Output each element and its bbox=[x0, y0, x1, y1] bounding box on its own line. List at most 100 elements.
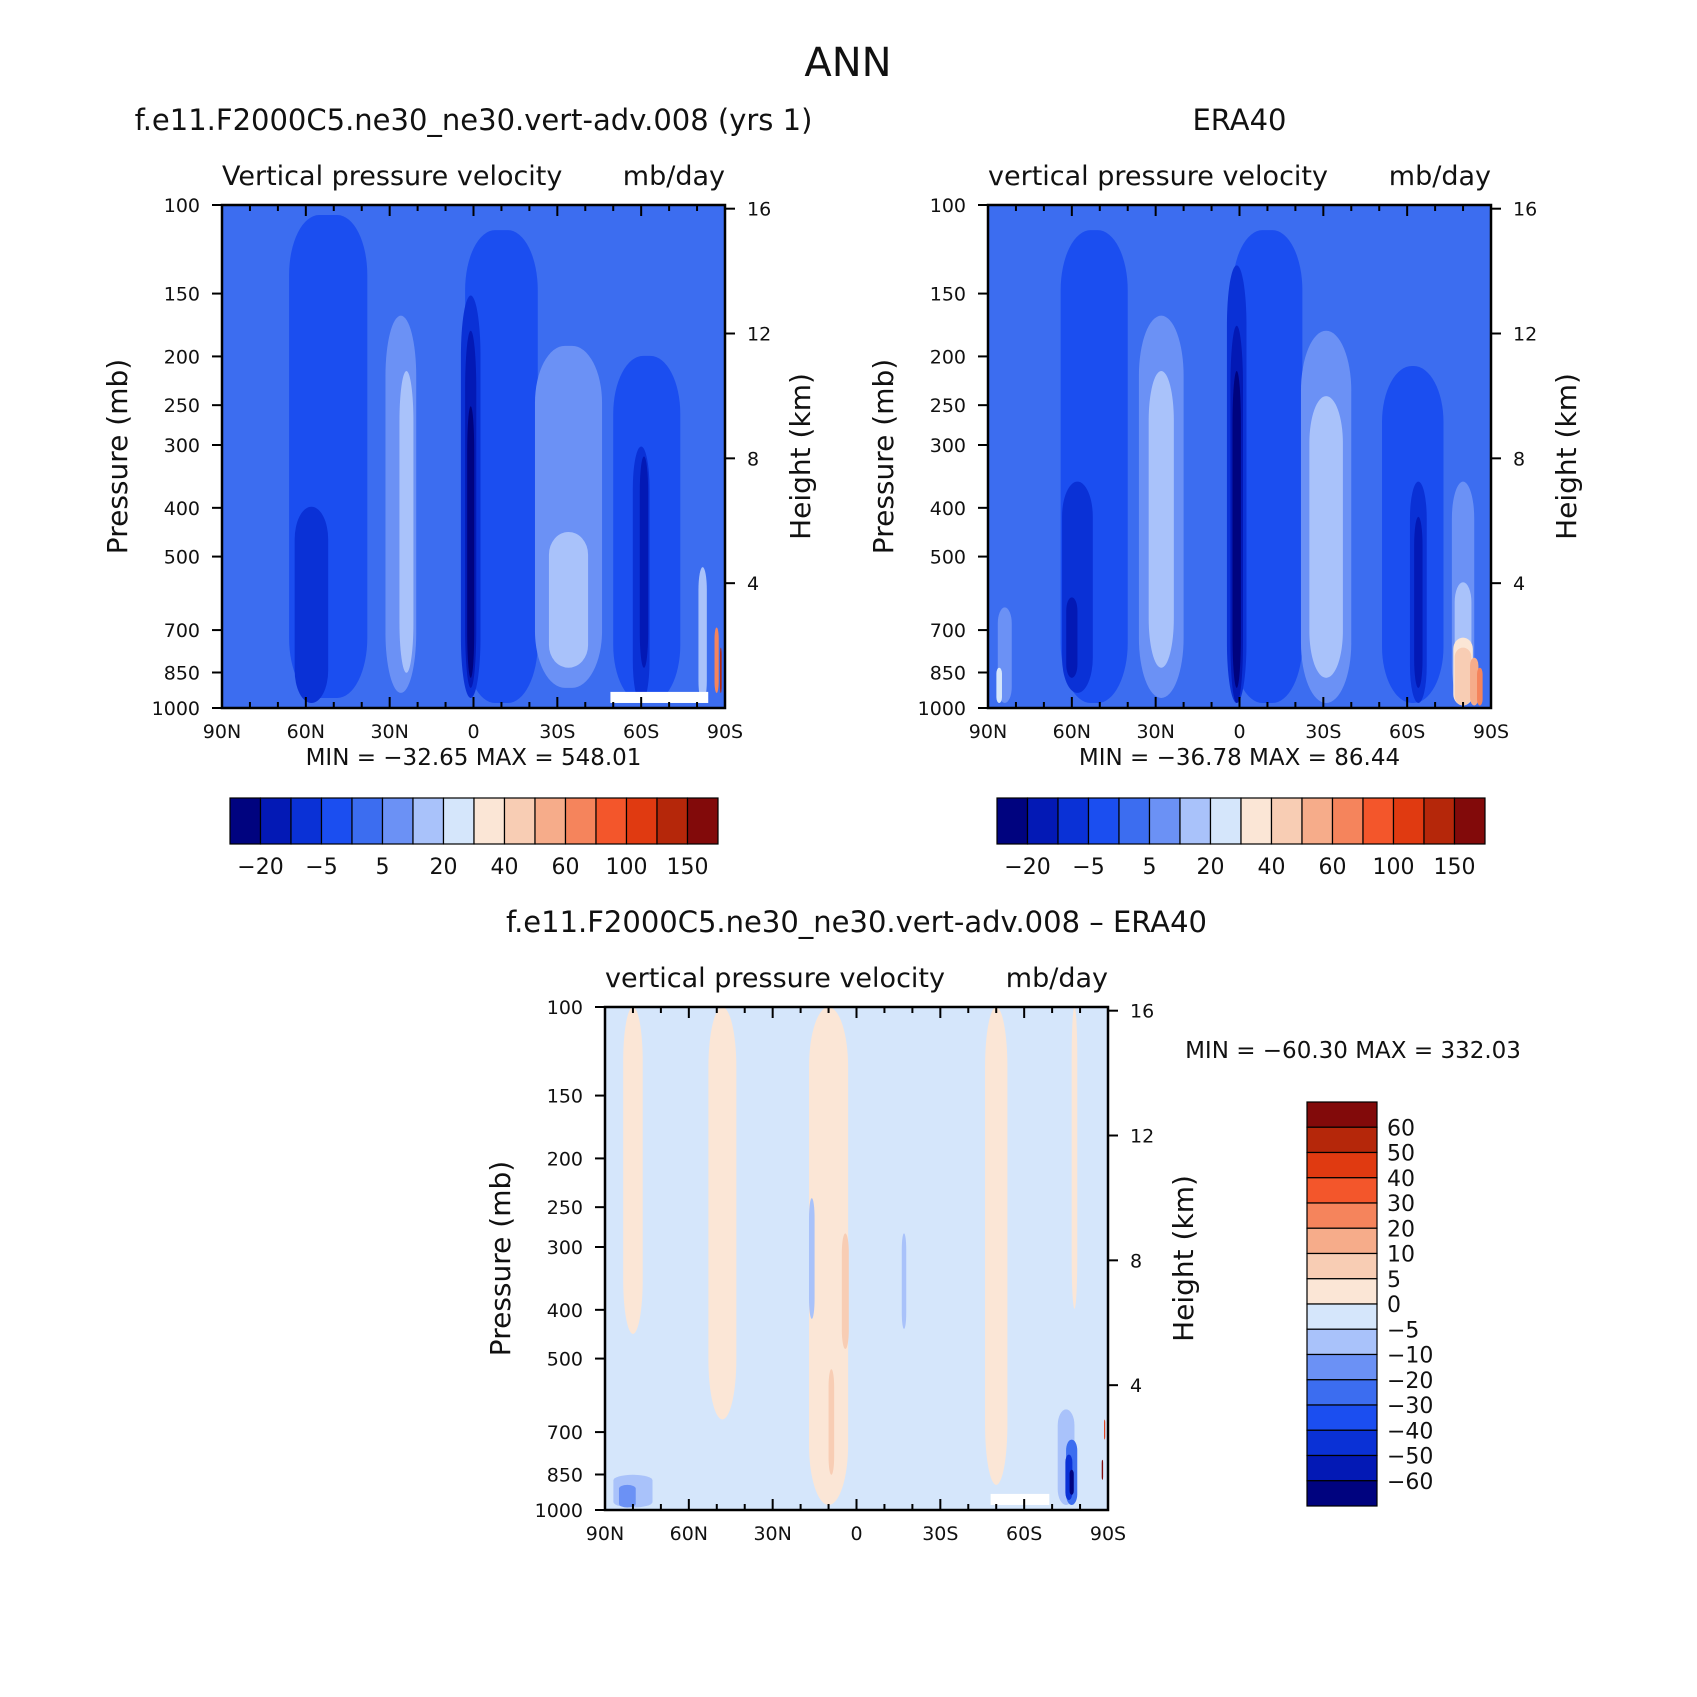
colorbar-label: −40 bbox=[1387, 1419, 1433, 1444]
panel-subtitle-left: Vertical pressure velocity bbox=[222, 161, 562, 192]
contour-band-2 bbox=[708, 1007, 737, 1420]
contour-band-12 bbox=[1232, 370, 1241, 688]
contour-band-15 bbox=[714, 627, 719, 693]
colorbar-swatch bbox=[1423, 797, 1456, 845]
colorbar-label: 60 bbox=[1319, 855, 1347, 880]
colorbar-swatch bbox=[1306, 1126, 1378, 1154]
y-right-tick-label: 12 bbox=[1130, 1126, 1154, 1148]
y-axis-label: Pressure (mb) bbox=[484, 1161, 517, 1356]
colorbar-swatch bbox=[1306, 1151, 1378, 1179]
colorbar-label: 60 bbox=[552, 855, 580, 880]
y-tick-label: 200 bbox=[164, 346, 200, 368]
contour-band-17 bbox=[1104, 1419, 1106, 1440]
y-tick-label: 700 bbox=[164, 620, 200, 642]
x-tick-label: 60S bbox=[1389, 721, 1425, 743]
contour-fills bbox=[222, 205, 725, 708]
colorbar-swatch bbox=[1306, 1480, 1378, 1507]
colorbar-swatch bbox=[1306, 1328, 1378, 1356]
y-right-axis-label: Height (km) bbox=[1550, 373, 1583, 540]
panel-subtitle-right: mb/day bbox=[623, 161, 725, 192]
y-tick-label: 100 bbox=[547, 997, 583, 1019]
colorbar: −20 −5 5 20 40 60 100 150 bbox=[996, 797, 1486, 880]
colorbar-swatch bbox=[1306, 1177, 1378, 1204]
contour-fills bbox=[605, 1007, 1108, 1510]
y-tick-label: 400 bbox=[164, 498, 200, 520]
y-right-tick-label: 12 bbox=[747, 324, 771, 346]
colorbar-swatch bbox=[656, 797, 689, 845]
colorbar-swatch bbox=[1306, 1278, 1378, 1305]
colorbar-label: −20 bbox=[1004, 855, 1050, 880]
contour-band-20 bbox=[1454, 647, 1472, 706]
colorbar-swatch bbox=[259, 797, 292, 845]
y-right-tick-label: 16 bbox=[1130, 1001, 1154, 1023]
colorbar: −20 −5 5 20 40 60 100 150 bbox=[229, 797, 719, 880]
colorbar-swatch bbox=[625, 797, 658, 845]
contour-band-1 bbox=[623, 1007, 643, 1334]
colorbar-swatch bbox=[1306, 1227, 1378, 1255]
colorbar-swatch bbox=[1057, 797, 1090, 845]
colorbar-swatch bbox=[1306, 1454, 1378, 1482]
y-axis-label: Pressure (mb) bbox=[867, 359, 900, 554]
contour-band-4 bbox=[985, 1007, 1008, 1485]
panel-subtitle-right: mb/day bbox=[1006, 963, 1108, 994]
colorbar-swatch bbox=[1362, 797, 1395, 845]
colorbar-swatch bbox=[1301, 797, 1334, 845]
contour-band-16 bbox=[719, 647, 722, 693]
contour-band-6 bbox=[399, 370, 414, 673]
contour-band-9 bbox=[1309, 396, 1343, 678]
contour-band-7 bbox=[1148, 370, 1174, 668]
colorbar-swatch bbox=[1453, 797, 1486, 845]
colorbar-label: 50 bbox=[1387, 1142, 1415, 1167]
y-tick-label: 500 bbox=[547, 1349, 583, 1371]
y-tick-label: 150 bbox=[164, 284, 200, 306]
contour-band-5 bbox=[1071, 1007, 1078, 1309]
y-tick-label: 150 bbox=[930, 284, 966, 306]
contour-band-22 bbox=[1477, 667, 1483, 706]
contour-band-11 bbox=[467, 406, 475, 678]
y-right-axis-label: Height (km) bbox=[784, 373, 817, 540]
y-tick-label: 700 bbox=[930, 620, 966, 642]
colorbar-swatch bbox=[1306, 1303, 1378, 1330]
colorbar-swatch bbox=[1306, 1379, 1378, 1406]
y-tick-label: 850 bbox=[930, 662, 966, 684]
colorbar-label: 0 bbox=[1387, 1293, 1401, 1318]
colorbar-swatch bbox=[473, 797, 506, 845]
colorbar-label: −5 bbox=[1387, 1318, 1419, 1343]
x-tick-label: 90N bbox=[969, 721, 1007, 743]
colorbar-swatch bbox=[1331, 797, 1364, 845]
x-tick-label: 60S bbox=[1006, 1523, 1042, 1545]
contour-fills bbox=[988, 205, 1491, 708]
colorbar-swatch bbox=[290, 797, 323, 845]
x-tick-label: 60N bbox=[1053, 721, 1091, 743]
contour-band-15 bbox=[1069, 1469, 1074, 1495]
y-right-tick-label: 8 bbox=[1513, 448, 1525, 470]
colorbar-swatch bbox=[1026, 797, 1059, 845]
y-tick-label: 100 bbox=[164, 195, 200, 217]
colorbar-swatch bbox=[1306, 1353, 1378, 1381]
panel-subtitle-right: mb/day bbox=[1389, 161, 1491, 192]
figure-title: ANN bbox=[804, 40, 891, 86]
colorbar-label: 100 bbox=[606, 855, 648, 880]
colorbar-label: 5 bbox=[1387, 1268, 1401, 1293]
colorbar-swatch bbox=[686, 797, 719, 845]
contour-band-16 bbox=[1101, 1459, 1104, 1480]
y-right-axis-label: Height (km) bbox=[1167, 1175, 1200, 1342]
min-max-stats: MIN = −32.65 MAX = 548.01 bbox=[306, 745, 642, 771]
x-tick-label: 90S bbox=[707, 721, 743, 743]
panels: f.e11.F2000C5.ne30_ne30.vert-adv.008 (yr… bbox=[101, 103, 1583, 1545]
colorbar-label: 20 bbox=[430, 855, 458, 880]
colorbar-swatch bbox=[1179, 797, 1212, 845]
y-axis-label: Pressure (mb) bbox=[101, 359, 134, 554]
x-tick-label: 60S bbox=[623, 721, 659, 743]
colorbar-label: 40 bbox=[1258, 855, 1286, 880]
colorbar-label: 5 bbox=[376, 855, 390, 880]
y-tick-label: 200 bbox=[930, 346, 966, 368]
panel-diff: f.e11.F2000C5.ne30_ne30.vert-adv.008 – E… bbox=[484, 905, 1521, 1545]
panel-title: f.e11.F2000C5.ne30_ne30.vert-adv.008 – E… bbox=[506, 905, 1207, 939]
colorbar-swatch bbox=[1306, 1202, 1378, 1229]
y-tick-label: 200 bbox=[547, 1148, 583, 1170]
contour-band-3 bbox=[808, 1007, 849, 1505]
missing-data-mask bbox=[990, 1493, 1050, 1505]
y-right-tick-label: 4 bbox=[1130, 1375, 1142, 1397]
